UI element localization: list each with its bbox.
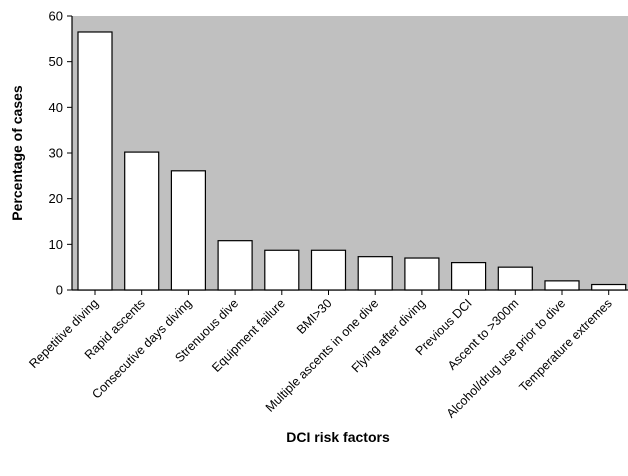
- x-tick-label: BMI>30: [294, 296, 335, 337]
- bar-series: [77, 31, 627, 291]
- x-axis-title: DCI risk factors: [286, 429, 390, 445]
- y-axis-title: Percentage of cases: [9, 85, 25, 221]
- bar: [264, 249, 300, 291]
- bar: [497, 266, 533, 291]
- y-tick-label: 10: [49, 237, 63, 252]
- bar: [404, 257, 440, 291]
- y-tick-label: 50: [49, 54, 63, 69]
- bar: [217, 240, 253, 291]
- y-axis-ticks: 0 10 20 30 40 50 60: [49, 9, 72, 298]
- bar: [544, 280, 580, 291]
- bar: [451, 262, 487, 291]
- x-tick-label: Temperature extremes: [516, 296, 614, 394]
- plot-area: [72, 16, 628, 290]
- bar: [357, 256, 393, 291]
- y-tick-label: 30: [49, 146, 63, 161]
- bar: [77, 31, 113, 291]
- y-tick-label: 20: [49, 191, 63, 206]
- y-tick-label: 60: [49, 9, 63, 24]
- bar: [170, 170, 206, 291]
- y-tick-label: 0: [56, 283, 63, 298]
- bar: [310, 249, 347, 291]
- bar: [124, 151, 160, 291]
- bar: [591, 283, 627, 291]
- y-tick-label: 40: [49, 100, 63, 115]
